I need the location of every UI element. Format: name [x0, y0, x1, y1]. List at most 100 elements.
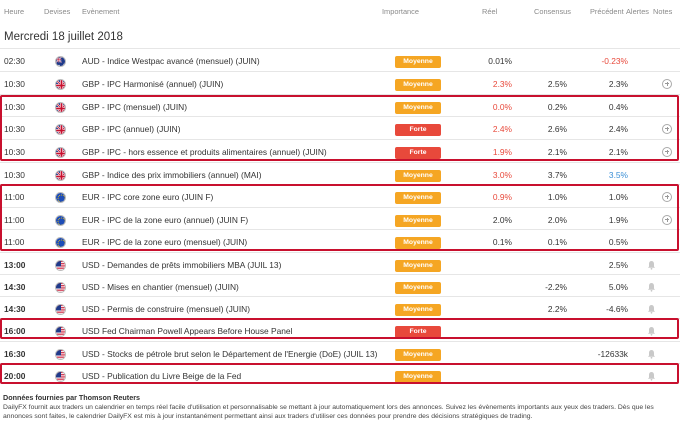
importance-badge: Moyenne — [395, 236, 441, 249]
event-time: 10:30 — [4, 78, 25, 89]
previous-value: 1.0% — [608, 191, 628, 202]
flag-au-icon — [55, 55, 66, 67]
event-name: USD Fed Chairman Powell Appears Before H… — [82, 325, 293, 336]
importance-badge: Moyenne — [395, 101, 441, 114]
consensus-value: 0.2% — [547, 101, 567, 112]
event-name: USD - Stocks de pétrole brut selon le Dé… — [82, 348, 378, 359]
consensus-value: 3.7% — [547, 169, 567, 180]
add-note-icon[interactable] — [662, 123, 672, 134]
previous-value: 1.9% — [608, 214, 628, 225]
flag-us-icon — [55, 281, 66, 293]
bell-icon[interactable] — [647, 282, 656, 292]
header-importance: Importance — [382, 7, 419, 16]
flag-us-icon — [55, 259, 66, 271]
event-name: GBP - IPC Harmonisé (annuel) (JUIN) — [82, 78, 224, 89]
table-row[interactable]: 20:00 USD - Publication du Livre Beige de… — [0, 363, 680, 386]
actual-value: 0.1% — [492, 236, 512, 247]
previous-value: 0.5% — [608, 236, 628, 247]
table-row[interactable]: 02:30 AUD - Indice Westpac avancé (mensue… — [0, 48, 680, 71]
actual-value: 2.4% — [492, 123, 512, 134]
table-row[interactable]: 16:00 USD Fed Chairman Powell Appears Bef… — [0, 318, 680, 341]
importance-badge: Moyenne — [395, 214, 441, 227]
actual-value: 3.0% — [492, 169, 512, 180]
importance-badge: Moyenne — [395, 191, 441, 204]
add-note-icon[interactable] — [662, 78, 672, 89]
table-row[interactable]: 11:00 EUR - IPC core zone euro (JUIN F) Mo… — [0, 184, 680, 207]
bell-icon[interactable] — [647, 349, 656, 359]
event-time: 16:30 — [4, 348, 26, 359]
table-row[interactable]: 14:30 USD - Permis de construire (mensuel… — [0, 296, 680, 319]
flag-us-icon — [55, 325, 66, 337]
table-row[interactable]: 10:30 GBP - IPC Harmonisé (annuel) (JUIN)… — [0, 71, 680, 94]
table-row[interactable]: 10:30 GBP - IPC - hors essence et produit… — [0, 139, 680, 162]
actual-value: 2.3% — [492, 78, 512, 89]
header-notes: Notes — [653, 7, 673, 16]
consensus-value: 2.2% — [547, 303, 567, 314]
event-name: EUR - IPC de la zone euro (annuel) (JUIN… — [82, 214, 249, 225]
table-row[interactable]: 11:00 EUR - IPC de la zone euro (mensuel)… — [0, 229, 680, 252]
flag-gb-icon — [55, 146, 66, 158]
footer-title: Données fournies par Thomson Reuters — [3, 393, 140, 402]
importance-badge: Moyenne — [395, 169, 441, 182]
event-time: 11:00 — [4, 236, 25, 247]
table-row[interactable]: 10:30 GBP - Indice des prix immobiliers (… — [0, 162, 680, 185]
actual-value: 0.0% — [492, 101, 512, 112]
add-note-icon[interactable] — [662, 191, 672, 202]
bell-icon[interactable] — [647, 326, 656, 336]
previous-value: 5.0% — [608, 281, 628, 292]
event-name: EUR - IPC core zone euro (JUIN F) — [82, 191, 214, 202]
flag-gb-icon — [55, 101, 66, 113]
consensus-value: 2.0% — [547, 214, 567, 225]
flag-us-icon — [55, 370, 66, 382]
event-name: GBP - Indice des prix immobiliers (annue… — [82, 169, 262, 180]
table-row[interactable]: 14:30 USD - Mises en chantier (mensuel) (… — [0, 274, 680, 297]
header-alerts: Alertes — [626, 7, 650, 16]
add-note-icon[interactable] — [662, 214, 672, 225]
bell-icon[interactable] — [647, 371, 656, 381]
previous-value: -4.6% — [606, 303, 628, 314]
previous-value: 2.4% — [608, 123, 628, 134]
actual-value: 2.0% — [492, 214, 512, 225]
event-name: USD - Permis de construire (mensuel) (JU… — [82, 303, 250, 314]
table-row[interactable]: 16:30 USD - Stocks de pétrole brut selon … — [0, 341, 680, 364]
previous-value: 2.5% — [608, 259, 628, 270]
event-time: 14:30 — [4, 281, 26, 292]
table-row[interactable]: 10:30 GBP - IPC (annuel) (JUIN) Forte 2.4% 2… — [0, 116, 680, 139]
event-name: USD - Publication du Livre Beige de la F… — [82, 370, 242, 381]
previous-value: 3.5% — [608, 169, 628, 180]
previous-value: 2.3% — [608, 78, 628, 89]
importance-badge: Forte — [395, 146, 441, 159]
header-consensus: Consensus — [534, 7, 571, 16]
header-time: Heure — [4, 7, 25, 16]
importance-badge: Forte — [395, 325, 441, 338]
flag-eu-icon — [55, 236, 66, 248]
add-note-icon[interactable] — [662, 146, 672, 157]
importance-badge: Moyenne — [395, 281, 441, 294]
event-time: 02:30 — [4, 55, 25, 66]
flag-gb-icon — [55, 169, 66, 181]
table-header: Heure Devises Evènement Importance Réel … — [0, 0, 680, 22]
header-event: Evènement — [82, 7, 120, 16]
event-time: 10:30 — [4, 123, 25, 134]
importance-badge: Moyenne — [395, 348, 441, 361]
consensus-value: 2.1% — [547, 146, 567, 157]
table-row[interactable]: 10:30 GBP - IPC (mensuel) (JUIN) Moyenne 0.… — [0, 94, 680, 117]
header-actual: Réel — [482, 7, 498, 16]
actual-value: 1.9% — [492, 146, 512, 157]
event-time: 10:30 — [4, 169, 25, 180]
importance-badge: Moyenne — [395, 55, 441, 68]
table-row[interactable]: 13:00 USD - Demandes de prêts immobiliers… — [0, 252, 680, 275]
bell-icon[interactable] — [647, 304, 656, 314]
importance-badge: Forte — [395, 123, 441, 136]
flag-eu-icon — [55, 214, 66, 226]
actual-value: 0.01% — [488, 55, 512, 66]
flag-us-icon — [55, 348, 66, 360]
flag-gb-icon — [55, 123, 66, 135]
bell-icon[interactable] — [647, 260, 656, 270]
table-row[interactable]: 11:00 EUR - IPC de la zone euro (annuel) … — [0, 207, 680, 230]
previous-value: 0.4% — [608, 101, 628, 112]
event-time: 14:30 — [4, 303, 26, 314]
consensus-value: 1.0% — [547, 191, 567, 202]
flag-us-icon — [55, 303, 66, 315]
importance-badge: Moyenne — [395, 259, 441, 272]
